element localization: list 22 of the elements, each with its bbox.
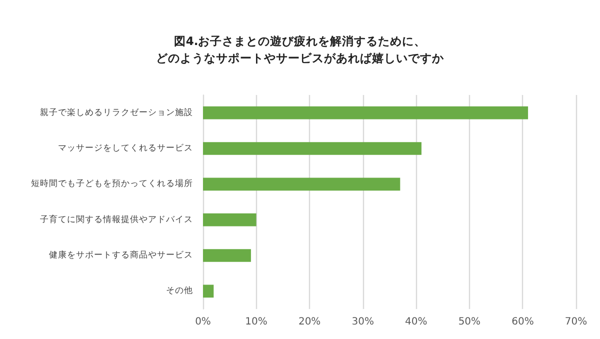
- chart-title: 図4.お子さまとの遊び疲れを解消するために、: [174, 34, 426, 48]
- bar: [203, 142, 422, 155]
- y-tick-label: 短時間でも子どもを預かってくれる場所: [31, 178, 193, 190]
- x-tick-label: 0%: [195, 316, 211, 328]
- x-tick-label: 60%: [512, 316, 534, 328]
- y-tick-label: その他: [166, 285, 193, 296]
- x-tick-label: 10%: [245, 316, 268, 328]
- bar: [203, 178, 400, 191]
- bar: [203, 106, 528, 120]
- bar: [203, 213, 256, 226]
- x-tick-label: 40%: [405, 316, 428, 328]
- y-tick-label: 子育てに関する情報提供やアドバイス: [40, 214, 193, 225]
- x-tick-label: 50%: [458, 316, 481, 328]
- bar: [203, 249, 251, 262]
- x-tick-label: 70%: [564, 316, 588, 328]
- y-tick-label: マッサージをしてくれるサービス: [58, 142, 193, 154]
- chart-subtitle: どのようなサポートやサービスがあれば嬉しいですか: [156, 51, 445, 65]
- x-tick-label: 30%: [352, 316, 374, 328]
- bar: [203, 284, 214, 298]
- y-tick-label: 親子で楽しめるリラクゼーション施設: [40, 106, 193, 118]
- y-tick-label: 健康をサポートする商品やサービス: [49, 250, 193, 260]
- x-tick-label: 20%: [298, 316, 321, 328]
